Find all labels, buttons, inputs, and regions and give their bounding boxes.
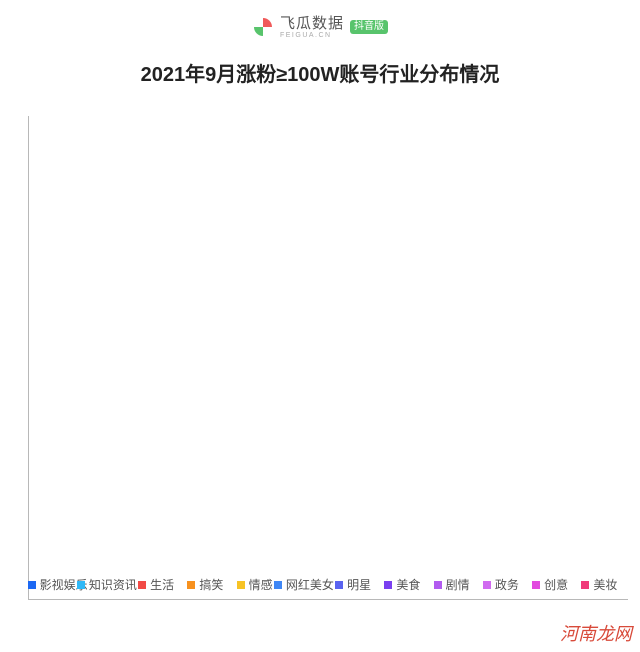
legend-swatch-icon [28,581,36,589]
bar-label: 搞笑 [183,576,228,593]
legend-swatch-icon [237,581,245,589]
brand-sub: FEIGUA.CN [280,32,344,39]
bar-label: 网红美女 [281,576,326,593]
bar-label: 情感 [232,576,277,593]
bar-label: 明星 [331,576,376,593]
legend-swatch-icon [483,581,491,589]
category-name: 网红美女 [286,576,334,593]
legend-swatch-icon [77,581,85,589]
legend-swatch-icon [384,581,392,589]
bar-label: 政务 [478,576,523,593]
bar-chart: 影视娱乐知识资讯生活搞笑情感网红美女明星美食剧情政务创意美妆 [28,116,628,600]
legend-swatch-icon [434,581,442,589]
watermark: 河南龙网 [560,620,632,646]
bar-label: 知识资讯 [84,576,129,593]
bar-label: 美妆 [577,576,622,593]
legend-swatch-icon [581,581,589,589]
category-name: 政务 [495,576,519,593]
legend-swatch-icon [335,581,343,589]
category-name: 明星 [347,576,371,593]
brand-name: 飞瓜数据 [280,16,344,31]
category-name: 创意 [544,576,568,593]
bar-label: 美食 [380,576,425,593]
bar-label: 生活 [134,576,179,593]
legend-swatch-icon [138,581,146,589]
category-name: 情感 [249,576,273,593]
category-name: 知识资讯 [89,576,137,593]
category-name: 搞笑 [199,576,223,593]
legend-swatch-icon [274,581,282,589]
category-name: 美食 [396,576,420,593]
bar-label: 影视娱乐 [35,576,80,593]
legend-swatch-icon [187,581,195,589]
brand-header: 飞瓜数据 FEIGUA.CN 抖音版 [0,0,640,44]
legend-swatch-icon [532,581,540,589]
brand-text: 飞瓜数据 FEIGUA.CN [280,16,344,39]
bar-label: 剧情 [429,576,474,593]
feigua-logo-icon [252,16,274,38]
category-name: 美妆 [593,576,617,593]
category-name: 生活 [150,576,174,593]
edition-badge: 抖音版 [350,20,388,34]
category-name: 剧情 [446,576,470,593]
chart-title: 2021年9月涨粉≥100W账号行业分布情况 [0,58,640,87]
bar-label: 创意 [528,576,573,593]
